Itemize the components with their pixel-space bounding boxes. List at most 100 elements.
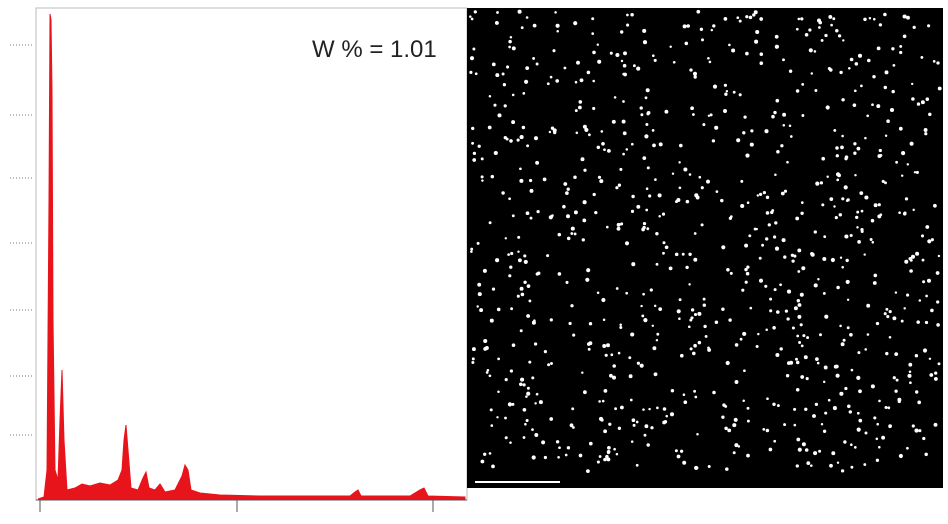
- map-dot: [558, 446, 561, 450]
- map-dot: [519, 286, 524, 291]
- map-dot: [582, 218, 587, 223]
- map-dot: [903, 211, 907, 215]
- map-dot: [732, 423, 737, 428]
- map-dot: [604, 353, 608, 357]
- map-dot: [642, 221, 647, 226]
- map-dot: [892, 376, 896, 380]
- map-dot: [790, 253, 795, 257]
- map-dot: [701, 38, 704, 42]
- map-dot: [884, 134, 888, 138]
- map-dot: [538, 400, 543, 405]
- map-dot: [536, 209, 540, 214]
- map-dot: [519, 178, 524, 183]
- map-dot: [821, 203, 825, 207]
- map-dot: [472, 158, 477, 162]
- map-dot: [773, 288, 777, 292]
- map-dot: [771, 114, 775, 119]
- map-dot: [693, 389, 697, 393]
- map-dot: [875, 437, 879, 441]
- map-dot: [549, 75, 553, 79]
- map-dot: [900, 319, 904, 323]
- map-dot: [616, 226, 621, 231]
- map-dot: [824, 411, 828, 415]
- map-dot: [639, 106, 643, 110]
- map-dot: [615, 53, 620, 57]
- map-dot: [644, 134, 649, 139]
- map-dot: [636, 361, 641, 365]
- map-dot: [745, 15, 749, 19]
- map-dot: [662, 241, 666, 245]
- map-dot: [655, 231, 659, 236]
- map-dot: [517, 250, 520, 253]
- map-dot: [916, 102, 921, 106]
- map-dot: [848, 67, 851, 70]
- map-dot: [524, 79, 529, 84]
- map-dot: [548, 215, 553, 220]
- map-dot: [577, 105, 582, 110]
- map-dot: [786, 289, 792, 294]
- map-dot: [725, 89, 729, 93]
- map-dot: [935, 271, 940, 275]
- map-dot: [775, 98, 780, 103]
- map-dot: [917, 400, 922, 405]
- map-dot: [746, 419, 750, 423]
- map-dot: [651, 129, 655, 132]
- map-dot: [839, 70, 843, 75]
- map-dot: [664, 245, 669, 250]
- map-dot: [924, 320, 929, 325]
- map-dot: [753, 10, 758, 15]
- map-dot: [592, 79, 595, 83]
- map-dot: [622, 72, 625, 76]
- map-dot: [653, 372, 658, 377]
- map-dot: [531, 428, 534, 431]
- map-dot: [921, 258, 925, 262]
- map-dot: [582, 124, 587, 129]
- map-dot: [835, 373, 840, 378]
- map-dot: [937, 86, 942, 91]
- map-dot: [813, 283, 818, 288]
- map-dot: [574, 109, 578, 113]
- map-dot: [610, 353, 614, 357]
- map-dot: [892, 316, 897, 321]
- map-dot: [823, 365, 828, 370]
- map-dot: [800, 17, 804, 21]
- map-dot: [746, 406, 750, 410]
- map-dot: [685, 265, 689, 270]
- map-dot: [739, 337, 743, 341]
- map-dot: [570, 232, 574, 235]
- map-dot: [797, 303, 802, 307]
- map-dot: [742, 331, 747, 336]
- map-dot: [836, 285, 840, 290]
- map-dot: [585, 277, 590, 282]
- map-dot: [606, 343, 610, 348]
- map-dot: [546, 254, 550, 258]
- map-dot: [850, 443, 853, 446]
- map-dot: [582, 200, 587, 205]
- map-dot: [725, 467, 729, 471]
- map-dot: [879, 153, 883, 157]
- map-dot: [875, 321, 880, 326]
- map-dot: [827, 67, 831, 71]
- map-dot: [600, 130, 604, 133]
- map-dot: [891, 47, 895, 51]
- map-dot: [526, 284, 531, 288]
- map-dot: [793, 306, 798, 311]
- map-dot: [497, 390, 500, 393]
- map-dot: [845, 199, 849, 202]
- map-dot: [860, 229, 864, 234]
- map-dot: [611, 375, 617, 380]
- map-dot: [793, 254, 797, 258]
- map-dot: [833, 128, 837, 132]
- map-dot: [510, 307, 514, 311]
- map-dot: [607, 445, 611, 450]
- map-dot: [725, 360, 730, 366]
- map-dot: [915, 170, 919, 174]
- map-dot: [617, 426, 622, 430]
- map-dot: [746, 201, 750, 204]
- map-dot: [791, 259, 795, 263]
- map-dot: [731, 48, 736, 53]
- map-dot: [835, 28, 839, 33]
- map-dot: [895, 378, 899, 382]
- map-dot: [496, 307, 501, 312]
- map-dot: [501, 72, 505, 76]
